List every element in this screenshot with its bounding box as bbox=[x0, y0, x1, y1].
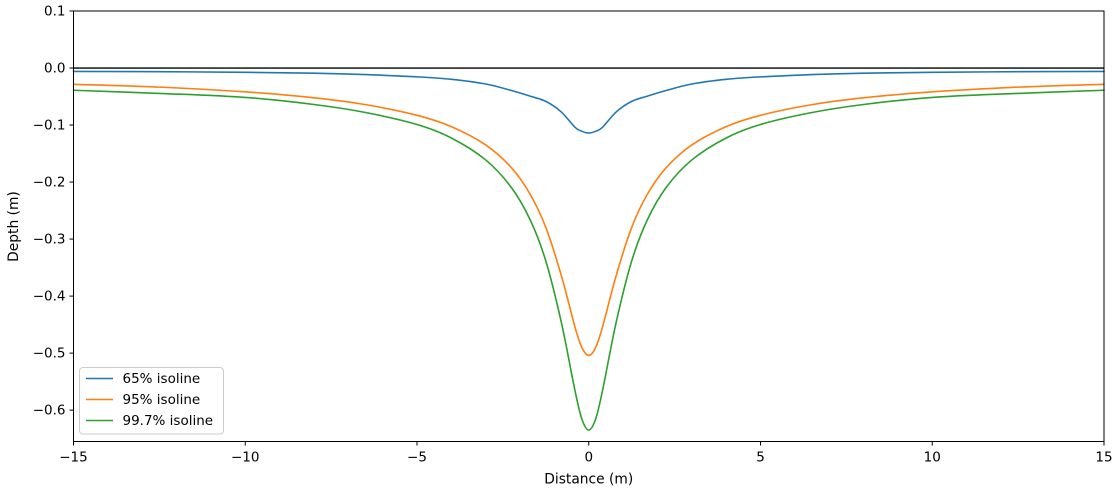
y-axis-label: Depth (m) bbox=[6, 191, 22, 262]
curve-99-7-isoline bbox=[72, 89, 1105, 431]
legend-label: 65% isoline bbox=[123, 371, 201, 387]
y-tick-label: −0.3 bbox=[33, 232, 66, 248]
legend-label: 99.7% isoline bbox=[123, 413, 214, 429]
legend-label: 95% isoline bbox=[123, 392, 201, 408]
x-tick-label: −10 bbox=[231, 450, 260, 466]
x-tick-label: 10 bbox=[924, 450, 941, 466]
curves-group bbox=[72, 70, 1105, 431]
y-tick-label: −0.2 bbox=[33, 175, 66, 191]
y-tick-label: 0.0 bbox=[44, 61, 65, 77]
curve-65-isoline bbox=[72, 70, 1105, 134]
y-tick-label: −0.5 bbox=[33, 346, 66, 362]
x-tick-label: −15 bbox=[59, 450, 88, 466]
legend-box bbox=[79, 367, 224, 435]
y-tick-label: −0.6 bbox=[33, 403, 66, 419]
x-axis-label: Distance (m) bbox=[544, 472, 633, 488]
y-tick-label: −0.1 bbox=[33, 118, 66, 134]
x-tick-label: 0 bbox=[584, 450, 593, 466]
y-tick-label: 0.1 bbox=[44, 4, 65, 20]
x-tick-label: 15 bbox=[1095, 450, 1112, 466]
x-tick-label: −5 bbox=[407, 450, 427, 466]
x-axis-ticks: −15 −10 −5 0 5 10 15 bbox=[59, 441, 1113, 466]
x-tick-label: 5 bbox=[756, 450, 765, 466]
curve-95-isoline bbox=[72, 83, 1105, 357]
legend: 65% isoline 95% isoline 99.7% isoline bbox=[79, 367, 224, 435]
y-tick-label: −0.4 bbox=[33, 289, 66, 305]
y-axis-ticks: 0.1 0.0 −0.1 −0.2 −0.3 −0.4 −0.5 −0.6 bbox=[33, 4, 74, 419]
plot-border bbox=[73, 10, 1105, 442]
